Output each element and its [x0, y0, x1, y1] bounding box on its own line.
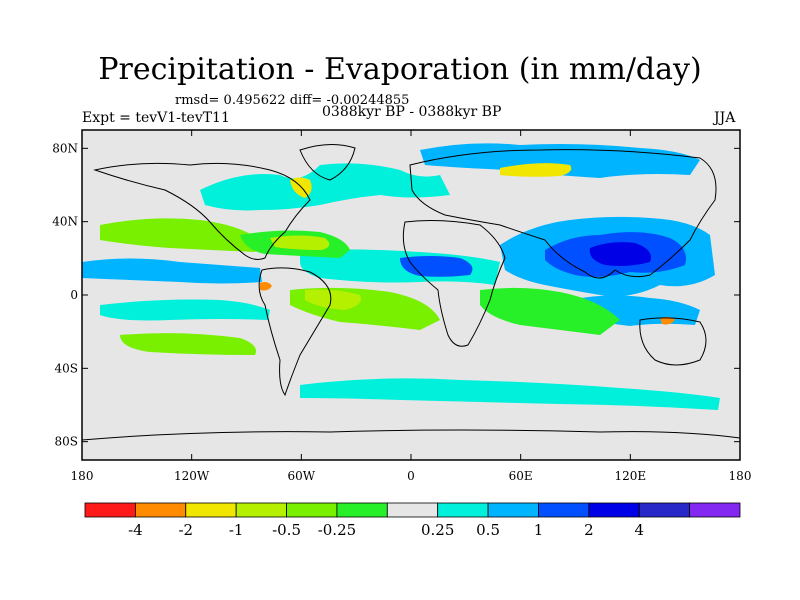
colorbar-swatch-11: [638, 502, 691, 518]
field-south-pacific-dry: [120, 333, 256, 355]
season-label: JJA: [714, 110, 736, 126]
colorbar-swatch-4: [286, 502, 338, 518]
coast-greenland: [299, 144, 356, 181]
colorbar-label: 2: [584, 521, 594, 539]
field-south-pacific-band: [100, 299, 270, 321]
lon-tick-label: 180: [729, 469, 752, 483]
field-indian-ocean-dry: [480, 287, 620, 335]
lat-tick-label: 80N: [52, 141, 78, 155]
lat-tick-label: 0: [70, 288, 78, 302]
colorbar-label: -0.5: [272, 521, 301, 539]
colorbar-swatch-8: [487, 502, 539, 518]
colorbar-swatch-1: [134, 502, 187, 518]
colorbar-swatch-0: [84, 502, 136, 518]
colorbar-swatch-3: [235, 502, 287, 518]
colorbar-swatch-9: [538, 502, 590, 518]
coast-eurasia: [409, 149, 717, 279]
colorbar-label: -4: [128, 521, 143, 539]
field-north-atlantic-band: [200, 163, 450, 211]
colorbar-swatch-2: [185, 502, 237, 518]
experiment-label: Expt = tevV1-tevT11: [82, 110, 230, 126]
field-south-america-dry: [305, 289, 361, 310]
colorbar: -4 -2 -1 -0.5 -0.25 0.25 0.5 1 2 4: [84, 502, 741, 539]
field-andes-peak: [260, 282, 272, 291]
colorbar-label: 4: [634, 521, 644, 539]
coast-australia: [639, 317, 707, 366]
coastlines: [82, 144, 740, 441]
field-itcz-pacific: [82, 258, 262, 284]
lon-tick-label: 120E: [614, 469, 646, 483]
colorbar-swatch-7: [437, 502, 489, 518]
colorbar-label: -1: [229, 521, 244, 539]
colorbar-swatch-12: [689, 502, 741, 518]
coast-north-america: [93, 162, 311, 260]
lat-tick-label: 40N: [52, 215, 78, 229]
lon-tick-label: 120W: [174, 469, 210, 483]
lon-tick-label: 60E: [509, 469, 533, 483]
field-southern-ocean: [300, 378, 720, 410]
period-label: 0388kyr BP - 0388kyr BP: [322, 104, 502, 120]
field-subtropical-north-pacific: [100, 218, 260, 252]
field-asia-peak: [589, 242, 651, 266]
lon-tick-label: 60W: [288, 469, 316, 483]
colorbar-label: 0.5: [476, 521, 500, 539]
lat-tick-label: 40S: [55, 361, 79, 375]
field-north-atlantic-dry: [270, 235, 330, 250]
colorbar-swatch-6: [386, 502, 439, 518]
colorbar-label: 1: [534, 521, 544, 539]
coast-africa: [402, 220, 506, 347]
colorbar-label: 0.25: [421, 521, 454, 539]
colorbar-swatch-10: [588, 502, 640, 518]
stats-text: rmsd= 0.495622 diff= -0.00244855: [175, 93, 410, 108]
plot-title: Precipitation - Evaporation (in mm/day): [98, 52, 702, 87]
coast-antarctica: [82, 429, 740, 441]
map-axes: 80N 40N 0 40S 80S 180 120W 60W 0 60E 120E 180: [52, 130, 751, 483]
colorbar-label: -2: [178, 521, 193, 539]
lat-tick-label: 80S: [55, 435, 79, 449]
colorbar-label: -0.25: [318, 521, 356, 539]
coast-south-america: [258, 267, 332, 397]
pe-field: [82, 143, 720, 410]
lon-tick-label: 0: [407, 469, 415, 483]
field-siberia-dry: [500, 163, 572, 177]
colorbar-swatch-5: [336, 502, 388, 518]
lon-tick-label: 180: [71, 469, 94, 483]
field-australia-peak: [660, 316, 675, 325]
